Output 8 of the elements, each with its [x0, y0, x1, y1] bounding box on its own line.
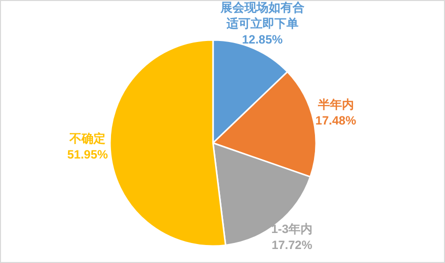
- data-label: 12.85%: [242, 32, 284, 46]
- data-label: 17.72%: [272, 238, 313, 252]
- data-label: 51.95%: [67, 148, 108, 162]
- slice-label: 半年内: [316, 97, 354, 112]
- slice-label: 1-3年内: [271, 222, 313, 236]
- data-label: 17.48%: [315, 113, 356, 128]
- slice-label: 不确定: [68, 132, 106, 146]
- slice-label: 展会现场如有合适可立即下单: [219, 0, 306, 30]
